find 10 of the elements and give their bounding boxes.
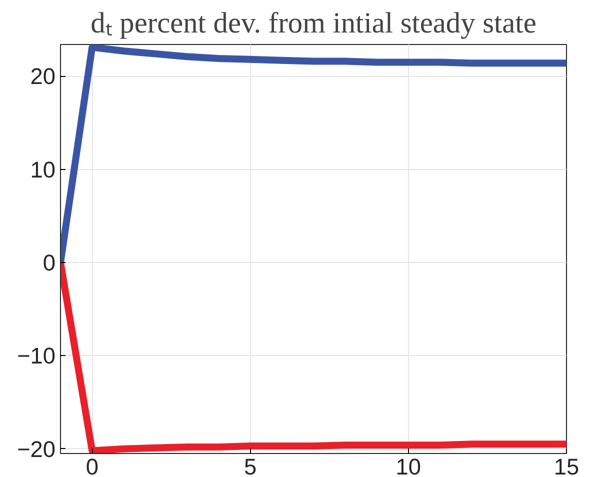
y-tick-label: −10 [17, 342, 56, 369]
x-tick-label: 10 [396, 454, 421, 477]
y-tick-label: 10 [30, 156, 56, 182]
y-tick-label: 0 [42, 250, 56, 276]
x-tick-label: 15 [554, 454, 580, 477]
y-tick-label: −20 [17, 436, 56, 462]
x-tick-label: 0 [86, 454, 98, 477]
y-tick-label: 20 [30, 63, 56, 90]
x-tick-label: 5 [244, 454, 257, 477]
chart-title: dₜ percent dev. from intial steady state [90, 8, 536, 40]
